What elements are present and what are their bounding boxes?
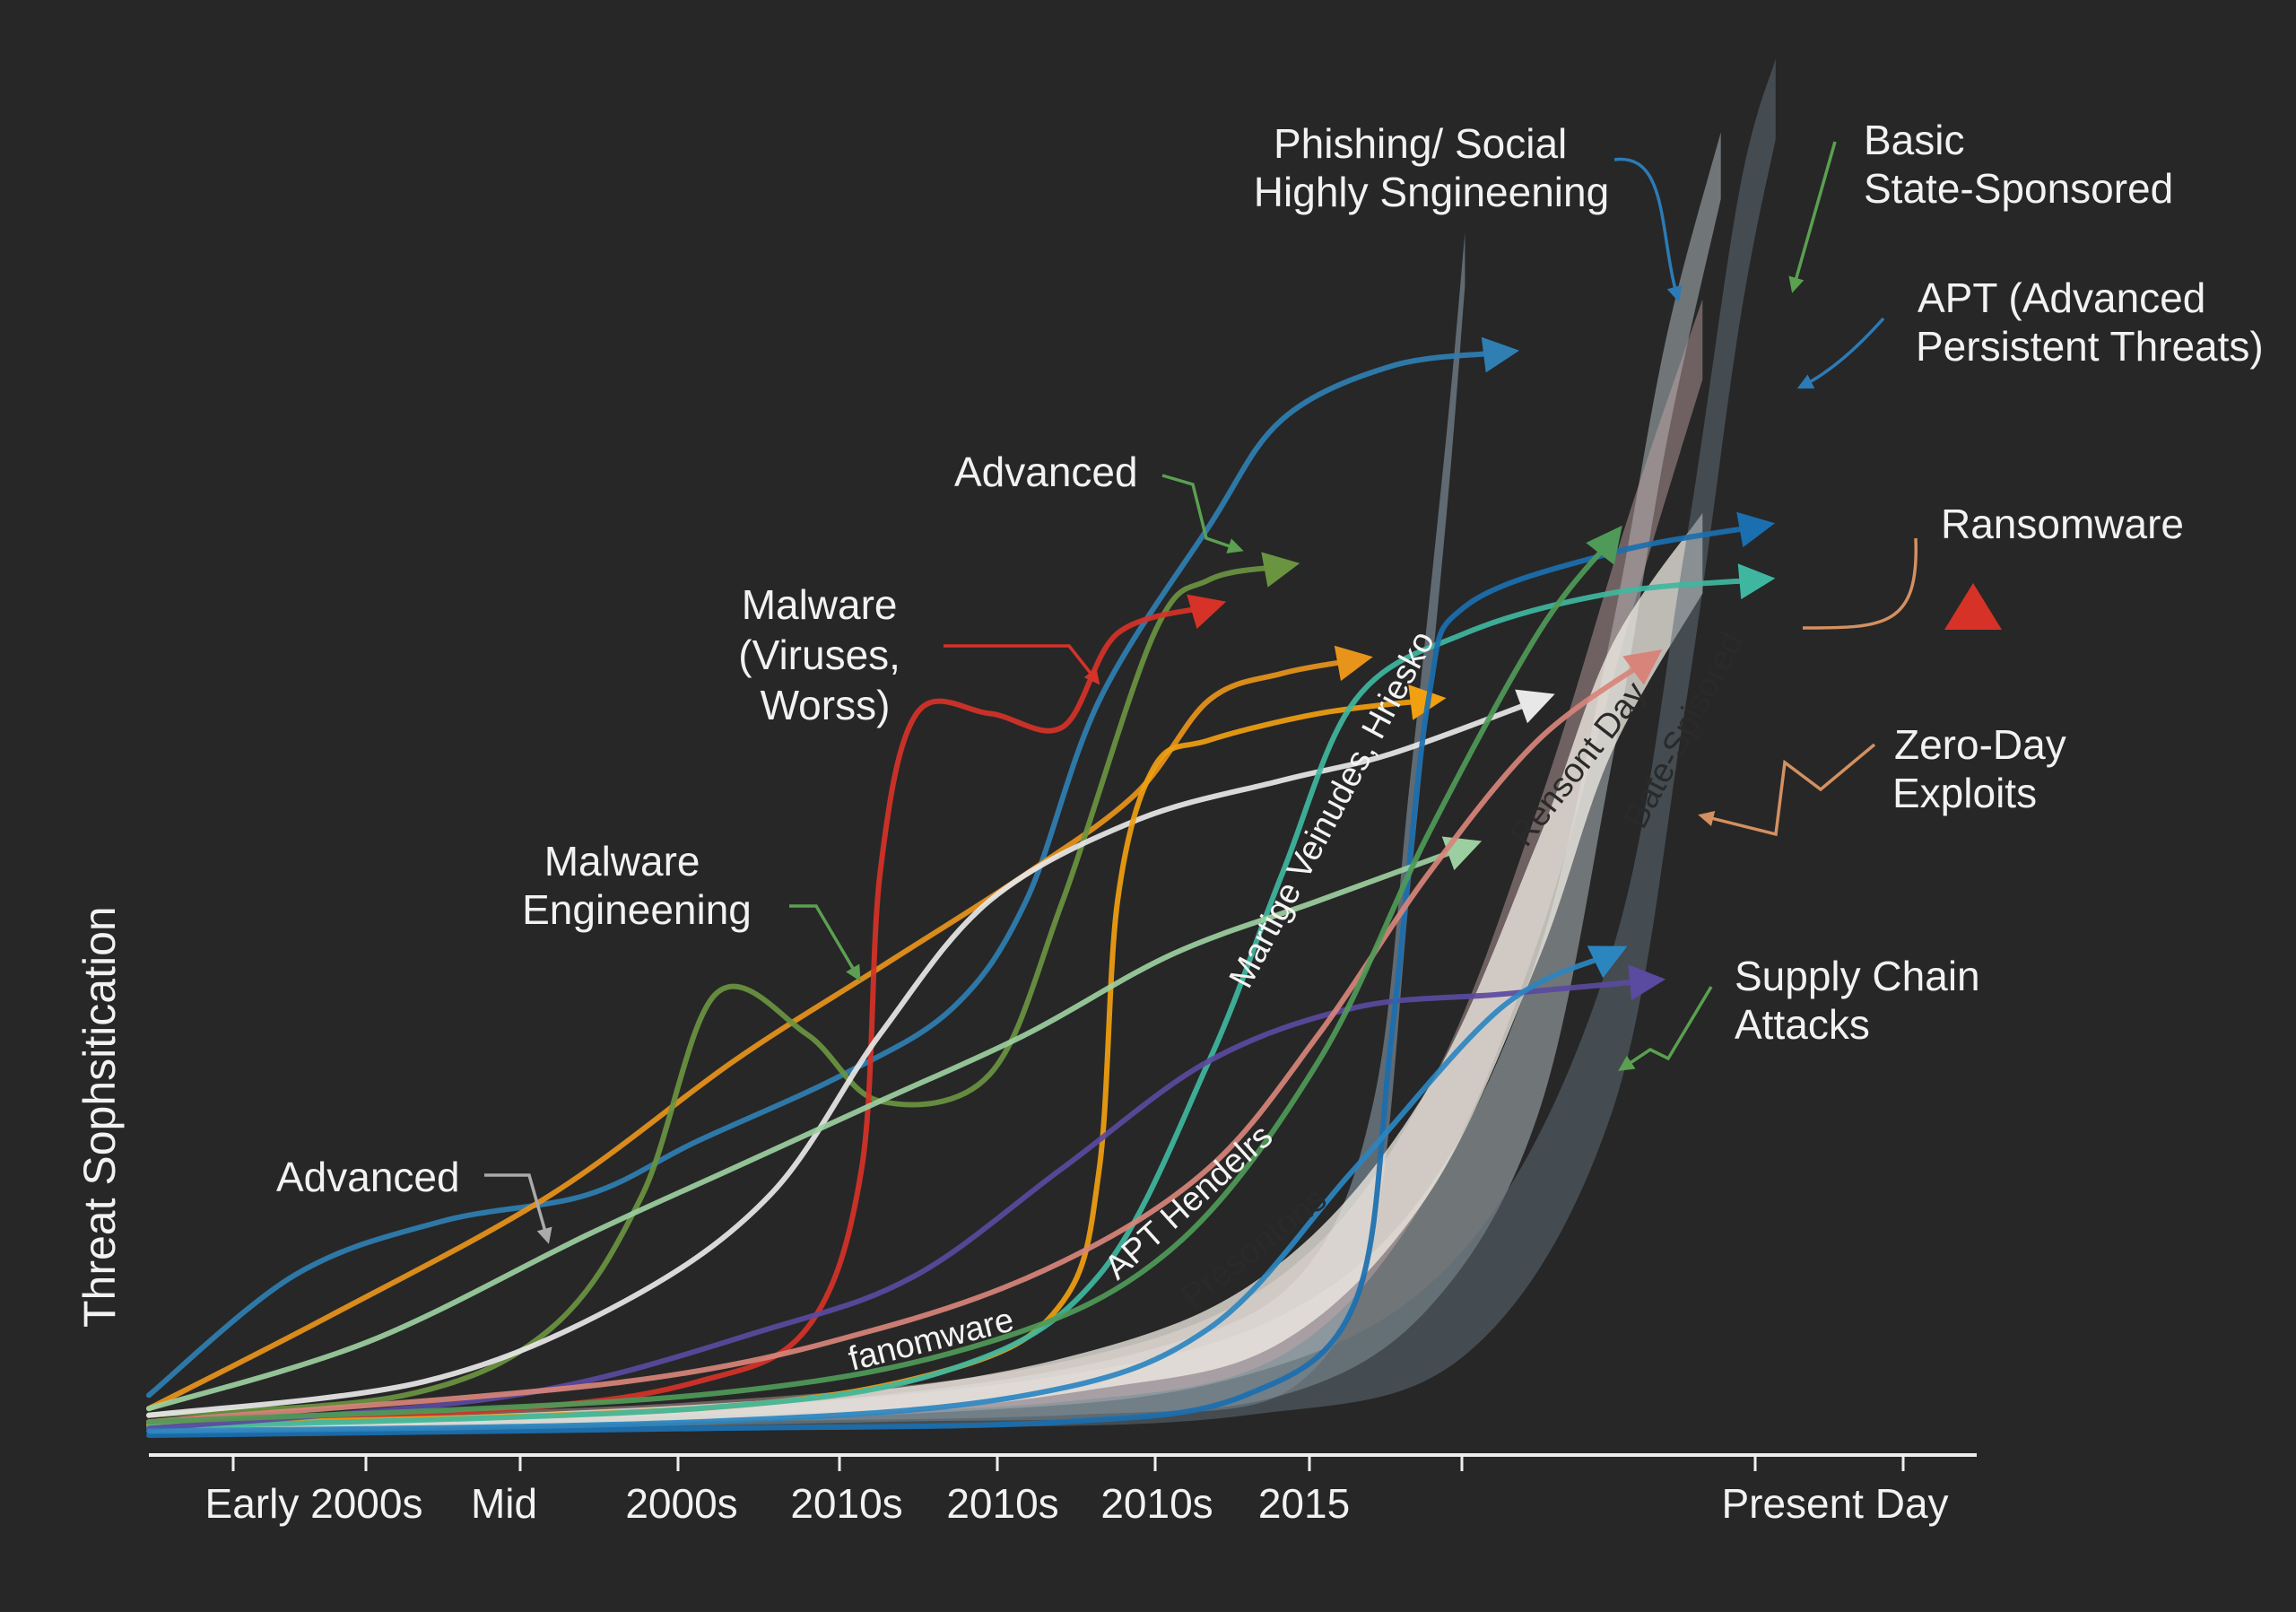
ransomware-label: Ransomware: [1941, 501, 2184, 547]
malware-viruses-label: Malware (Viruses, Worss): [738, 581, 911, 728]
series-arrowhead-4: [1515, 689, 1555, 724]
series-line-9: [146, 844, 1468, 1412]
x-axis-ticks: Early 2000s Mid 2000s 2010s 2010s 2010s 2015 Pr…: [205, 1455, 1949, 1527]
x-tick-label-9: Present Day: [1721, 1480, 1948, 1527]
series-arrowhead-7: [1628, 964, 1666, 1001]
series-layer: [146, 336, 1776, 1438]
series-line-12: [146, 951, 1614, 1434]
y-axis-title: Threat Sophsitication: [74, 906, 125, 1328]
advanced-bottom-label: Advanced: [276, 1154, 460, 1200]
series-line-8: [146, 523, 1761, 1438]
advanced-bottom-connector: [484, 1173, 552, 1244]
series-arrowhead-3: [1187, 594, 1227, 629]
x-tick-label-1: Mid: [471, 1480, 537, 1527]
malware-engineering-label: Malware Engineening: [522, 838, 752, 933]
supply-chain-connector: [1618, 986, 1713, 1071]
x-tick-label-4: 2010s: [946, 1480, 1058, 1527]
series-arrowhead-2: [1261, 552, 1300, 588]
series-arrowhead-6: [1737, 563, 1776, 600]
annotation-connectors: [484, 141, 1918, 1244]
malware-viruses-connector: [944, 644, 1100, 685]
phishing-connector: [1613, 157, 1683, 302]
basic-state-label: Basic State-Sponsored: [1864, 117, 2173, 212]
x-tick-label-2: 2000s: [625, 1480, 737, 1527]
phishing-label: Phishing/ Social Highly Sngineening: [1254, 120, 1609, 215]
series-arrowhead-12: [1587, 945, 1628, 979]
series-line-6: [146, 577, 1761, 1431]
series-arrowhead-11: [1586, 525, 1622, 565]
ransomware-connector: [1802, 537, 1918, 630]
basic-state-connector: [1788, 141, 1837, 293]
ribbon-4: [149, 18, 1776, 1435]
advanced-top-connector: [1161, 474, 1244, 553]
advanced-top-label: Advanced: [954, 449, 1138, 495]
ransomware-marker-icon: [1944, 583, 2002, 630]
x-tick-label-3: 2010s: [790, 1480, 902, 1527]
apt-label: APT (Advanced Persistent Threats): [1916, 274, 2264, 370]
x-tick-label-0: Early 2000s: [205, 1480, 423, 1527]
zero-day-label: Zero-Day Exploits: [1892, 721, 2078, 816]
malware-engineering-connector: [789, 904, 861, 982]
ribbon-layer: [149, 18, 1776, 1435]
zero-day-connector: [1698, 743, 1876, 837]
series-line-11: [146, 536, 1614, 1425]
series-arrowhead-1: [1334, 645, 1373, 682]
series-arrowhead-0: [1481, 336, 1519, 373]
x-tick-label-5: 2010s: [1100, 1480, 1213, 1527]
series-line-0: [146, 350, 1505, 1399]
series-line-10: [146, 657, 1651, 1425]
apt-connector: [1796, 317, 1885, 389]
annotations: Phishing/ Social Highly Sngineening Basi…: [276, 117, 2264, 1200]
series-line-3: [146, 604, 1212, 1425]
series-arrowhead-8: [1736, 511, 1776, 548]
series-line-2: [146, 563, 1285, 1418]
x-tick-label-6: 2015: [1258, 1480, 1350, 1527]
series-arrowhead-10: [1622, 649, 1663, 685]
series-line-1: [146, 657, 1359, 1412]
supply-chain-label: Supply Chain Attacks: [1735, 953, 1991, 1048]
